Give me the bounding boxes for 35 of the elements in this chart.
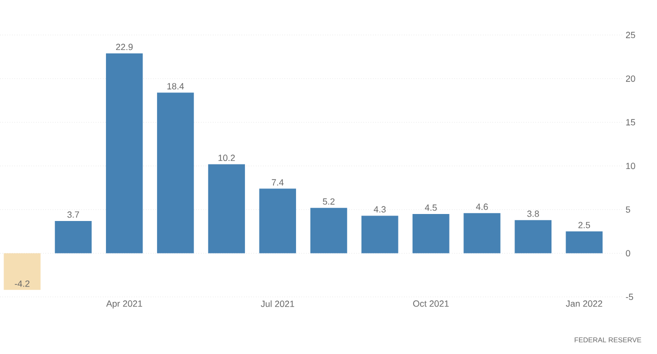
bar — [310, 208, 348, 254]
data-label: 22.9 — [116, 44, 133, 50]
y-tick-label: 25 — [626, 32, 636, 38]
bar — [464, 213, 500, 254]
bar — [106, 53, 143, 254]
y-tick-label: -5 — [626, 294, 634, 300]
x-tick-label: Jul 2021 — [260, 300, 294, 308]
x-tick-label: Oct 2021 — [413, 300, 449, 307]
y-tick-label: 10 — [626, 162, 636, 170]
bar — [4, 253, 41, 290]
data-label: 2.5 — [578, 222, 590, 228]
y-tick-label: 20 — [626, 76, 636, 82]
bar — [412, 214, 450, 254]
data-label: 3.8 — [527, 210, 539, 217]
bar — [54, 221, 92, 254]
data-label: 18.4 — [167, 83, 184, 90]
x-tick-label: Jan 2022 — [566, 300, 602, 307]
data-label: 4.3 — [374, 206, 386, 213]
y-tick-label: 15 — [626, 119, 636, 126]
bar — [157, 92, 194, 254]
data-label: 5.2 — [322, 198, 335, 205]
bar — [361, 216, 398, 254]
data-label: 4.5 — [424, 204, 437, 211]
bar — [259, 188, 296, 254]
y-tick-label: 5 — [626, 206, 630, 213]
data-label: 10.2 — [218, 154, 235, 162]
data-label: 4.6 — [476, 204, 488, 210]
bar — [566, 231, 603, 254]
data-label: -4.2 — [14, 280, 30, 287]
y-tick-label: 0 — [626, 250, 630, 256]
x-tick-label: Apr 2021 — [106, 300, 142, 309]
data-label: 7.4 — [272, 179, 284, 186]
bar — [208, 164, 245, 254]
bar — [514, 220, 552, 254]
data-label: 3.7 — [67, 211, 80, 218]
